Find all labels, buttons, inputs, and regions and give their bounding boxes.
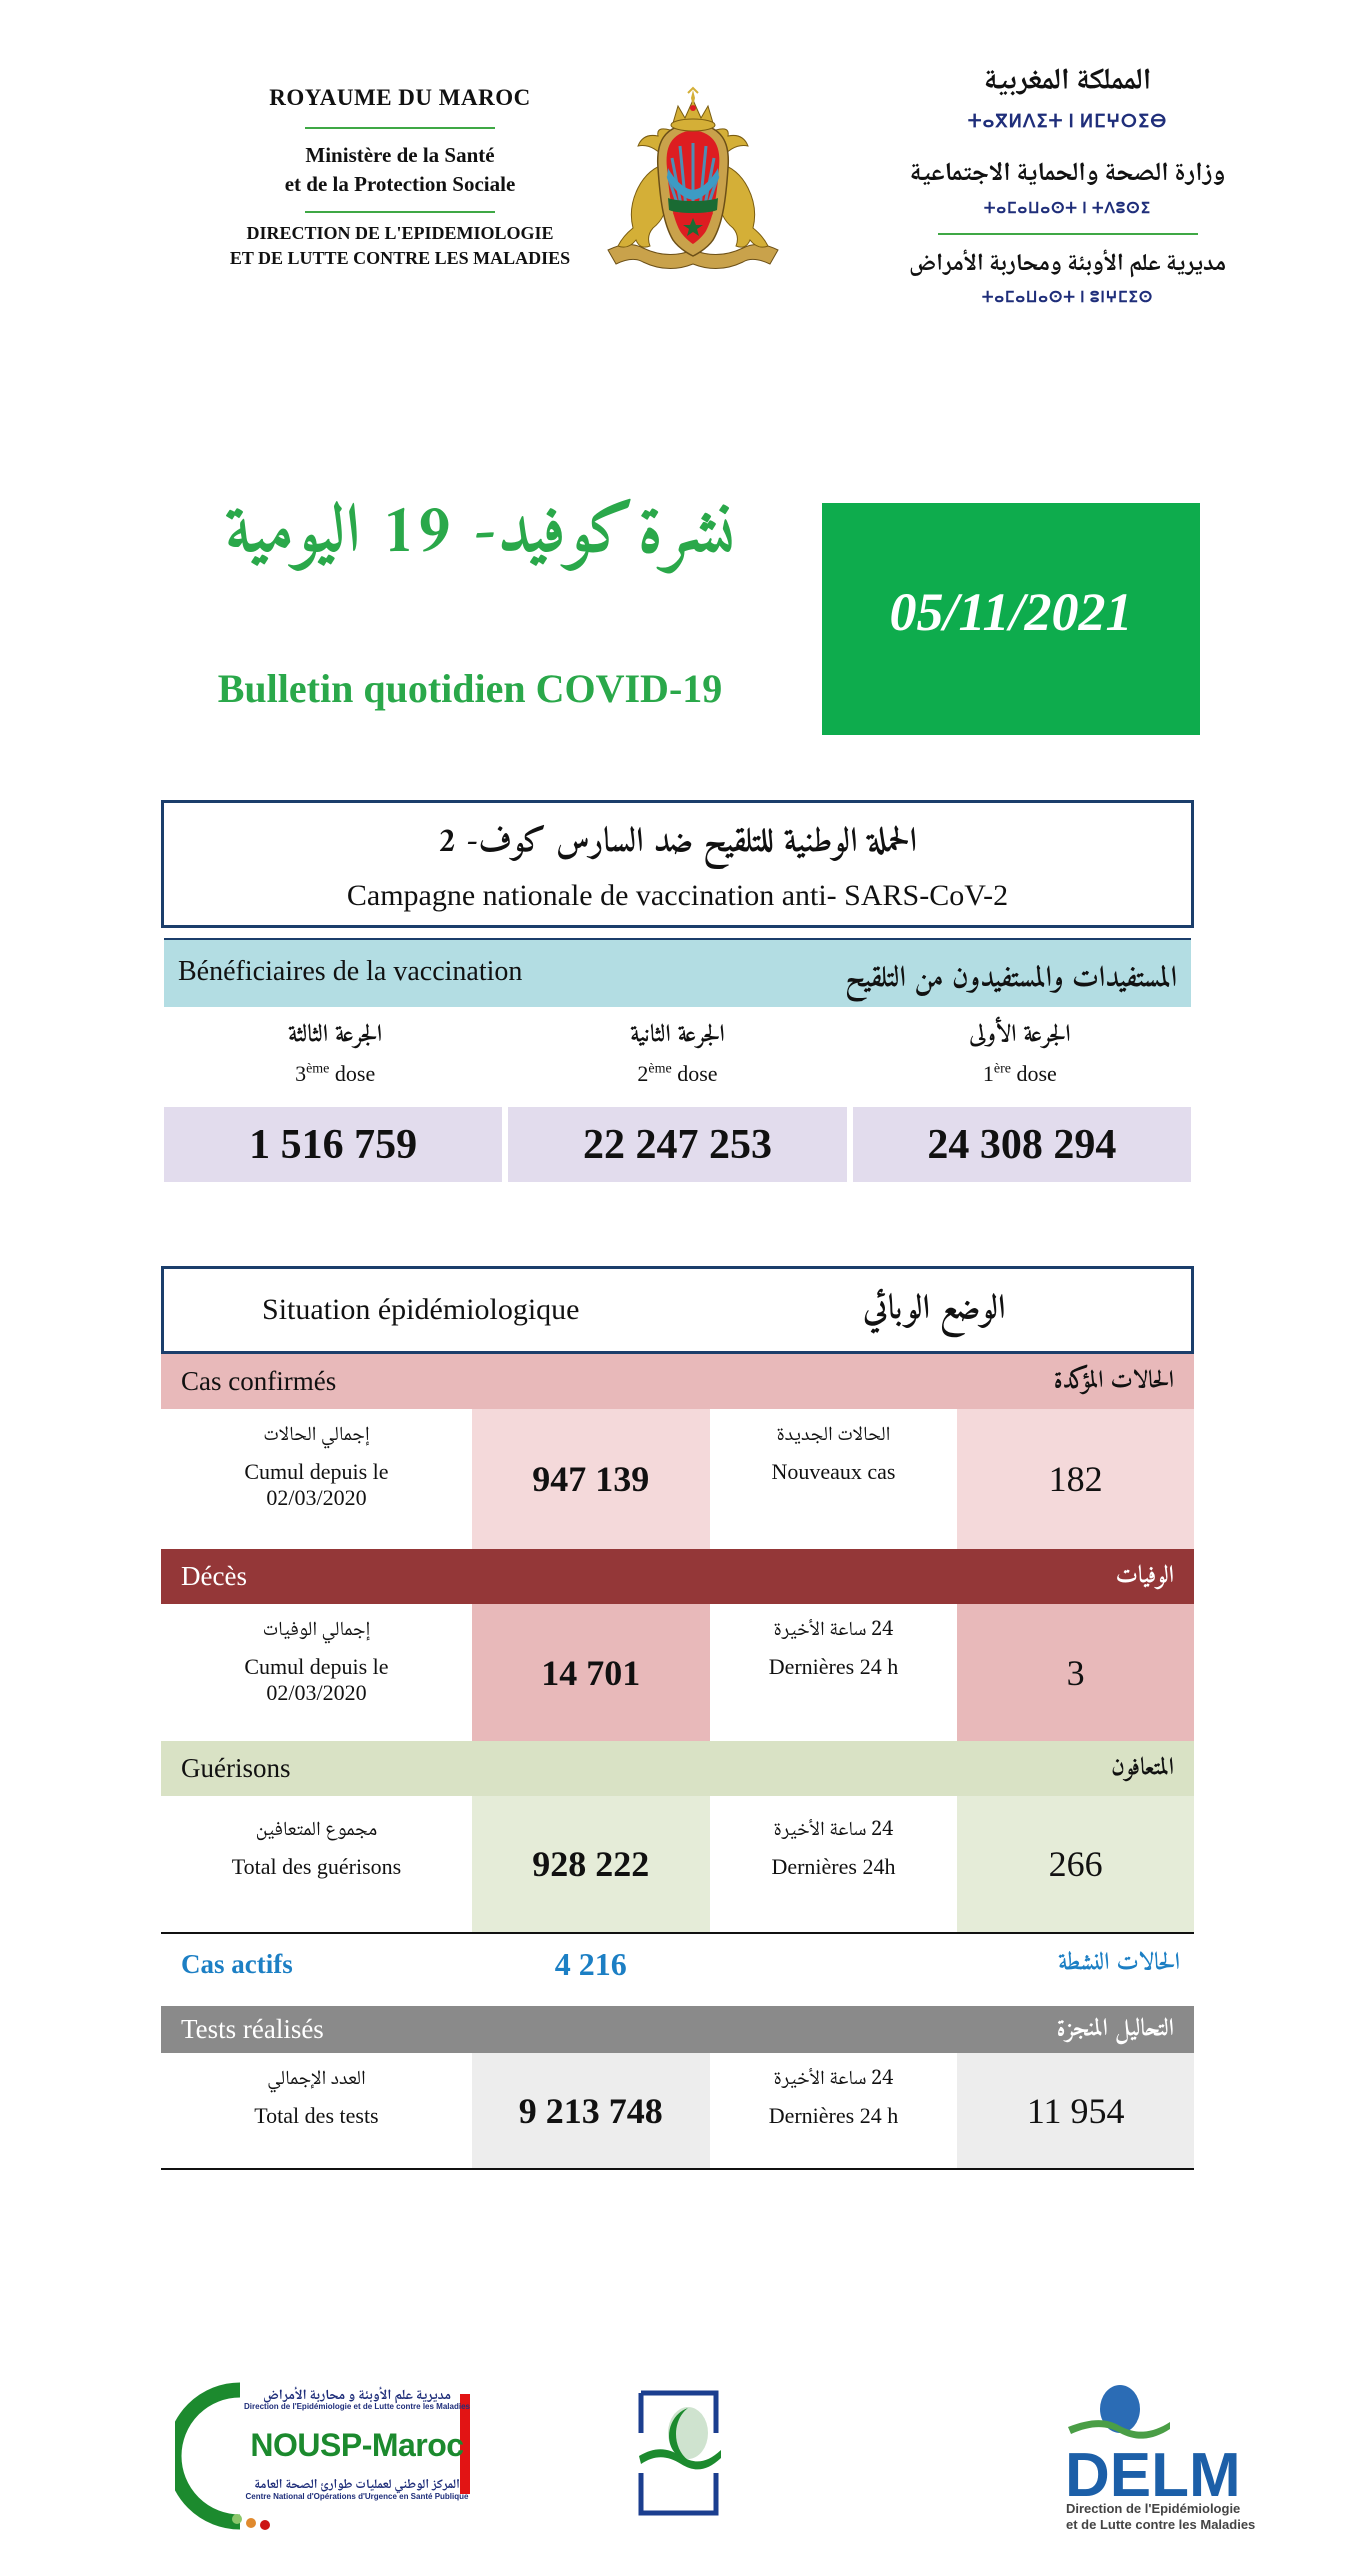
- svg-text:Direction de l'Epidémiologie: Direction de l'Epidémiologie: [1066, 2501, 1240, 2516]
- svg-text:DELM: DELM: [1065, 2441, 1241, 2510]
- svg-text:et de Lutte contre les Maladie: et de Lutte contre les Maladies: [1066, 2517, 1255, 2532]
